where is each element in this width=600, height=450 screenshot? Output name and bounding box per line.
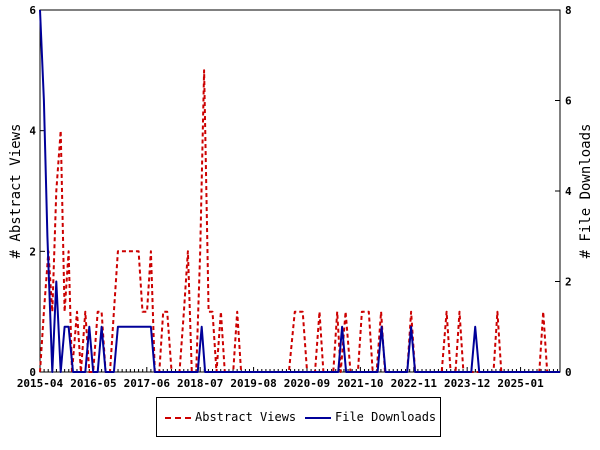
left-y-tick-label: 6 [29,4,36,17]
plot-area [39,9,561,373]
x-tick-label: 2021-10 [337,377,383,390]
right-axis-title: # File Downloads [578,124,594,259]
legend-swatch-abstract-views [165,417,191,419]
legend-swatch-file-downloads [305,417,331,419]
legend-label-file-downloads: File Downloads [335,410,437,424]
legend: Abstract Views File Downloads [156,397,441,437]
x-tick-label: 2015-04 [17,377,64,390]
x-tick-label: 2022-11 [391,377,438,390]
right-y-tick-label: 0 [565,366,572,379]
x-tick-label: 2020-09 [284,377,330,390]
right-y-tick-label: 4 [565,185,572,198]
x-tick-label: 2016-05 [70,377,116,390]
left-y-tick-label: 4 [29,125,36,138]
right-y-tick-label: 8 [565,4,572,17]
right-y-tick-label: 6 [565,95,572,108]
left-axis-title: # Abstract Views [8,124,24,259]
x-tick-label: 2025-01 [497,377,544,390]
right-y-tick-label: 2 [565,276,572,289]
series-line-file-downloads [39,9,560,373]
x-tick-label: 2017-06 [124,377,171,390]
left-y-tick-label: 0 [29,366,36,379]
legend-label-abstract-views: Abstract Views [195,410,297,424]
x-ticks: 2015-04 2016-05 2017-06 2018-07 2019-08 2020-… [17,367,559,390]
x-tick-label: 2019-08 [230,377,276,390]
x-tick-label: 2018-07 [177,377,223,390]
x-tick-label: 2023-12 [444,377,490,390]
series-layer [39,9,560,373]
left-y-tick-label: 2 [29,245,36,258]
